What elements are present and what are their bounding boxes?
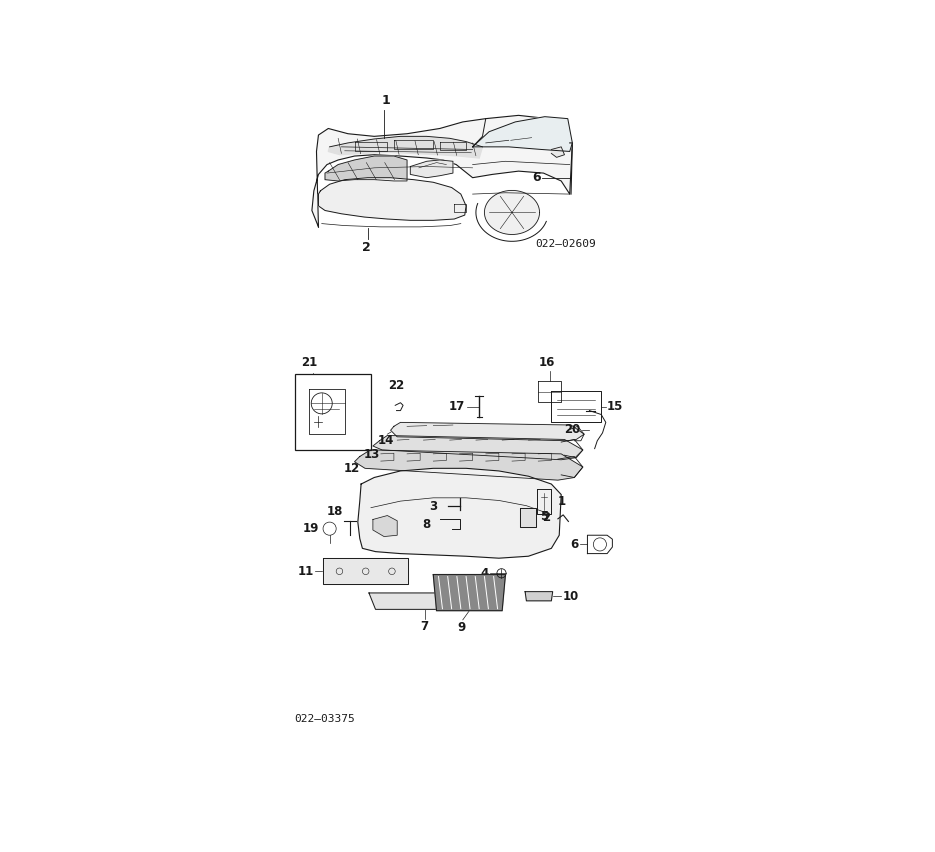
- Polygon shape: [319, 178, 466, 221]
- Text: 1: 1: [558, 495, 566, 509]
- Polygon shape: [520, 508, 537, 527]
- Polygon shape: [391, 423, 584, 440]
- Text: 5: 5: [540, 510, 549, 523]
- Polygon shape: [325, 156, 407, 181]
- Polygon shape: [373, 435, 583, 460]
- Text: 19: 19: [303, 522, 319, 535]
- Text: 022–03375: 022–03375: [295, 714, 355, 723]
- Polygon shape: [410, 160, 453, 178]
- Polygon shape: [373, 515, 397, 537]
- Text: 17: 17: [449, 400, 465, 413]
- Polygon shape: [354, 450, 583, 481]
- Text: 2: 2: [542, 511, 551, 524]
- Text: 3: 3: [429, 500, 438, 513]
- Polygon shape: [324, 558, 409, 584]
- Text: 13: 13: [363, 448, 380, 461]
- Polygon shape: [552, 147, 565, 158]
- Text: 6: 6: [532, 171, 540, 184]
- Text: 20: 20: [564, 423, 581, 436]
- Text: 18: 18: [326, 505, 343, 518]
- Text: 6: 6: [570, 538, 578, 551]
- Text: 1: 1: [381, 95, 391, 107]
- Text: 7: 7: [421, 620, 429, 633]
- Polygon shape: [358, 469, 561, 558]
- Text: 16: 16: [539, 356, 554, 369]
- Text: 8: 8: [423, 517, 431, 531]
- Polygon shape: [525, 591, 553, 601]
- Text: 14: 14: [378, 435, 394, 447]
- Polygon shape: [369, 593, 487, 609]
- Text: 21: 21: [301, 356, 317, 369]
- Text: 2: 2: [362, 241, 370, 254]
- Text: 9: 9: [457, 621, 466, 634]
- Polygon shape: [312, 115, 572, 227]
- Polygon shape: [472, 117, 572, 152]
- Polygon shape: [433, 574, 506, 611]
- Text: 10: 10: [563, 590, 579, 602]
- Polygon shape: [484, 190, 539, 234]
- Text: 12: 12: [343, 462, 360, 475]
- Text: 11: 11: [297, 565, 314, 578]
- Text: 15: 15: [607, 400, 624, 413]
- Text: 22: 22: [388, 379, 404, 392]
- Text: 022–02609: 022–02609: [535, 239, 596, 249]
- Polygon shape: [328, 136, 482, 158]
- Bar: [295, 375, 371, 450]
- Text: 4: 4: [480, 567, 488, 579]
